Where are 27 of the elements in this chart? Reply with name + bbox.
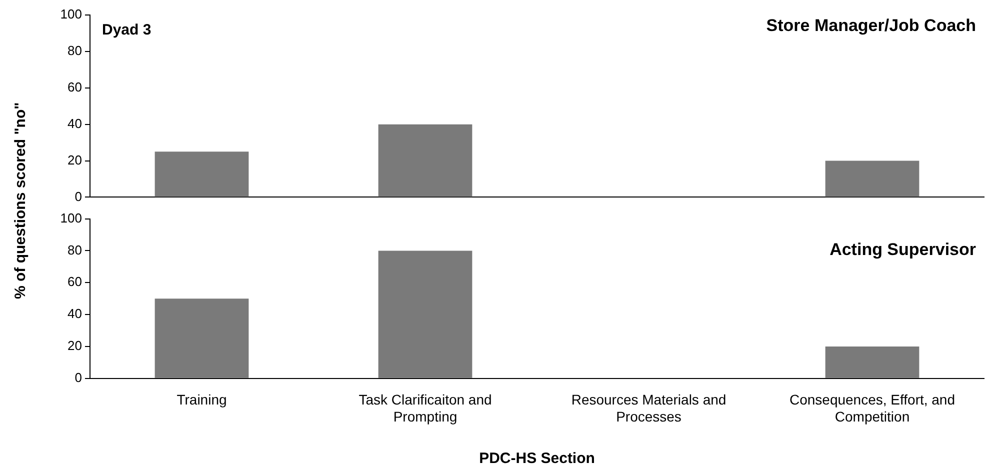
y-axis-title: % of questions scored "no" xyxy=(12,102,29,298)
text: Acting Supervisor xyxy=(830,240,976,259)
y-tick-label: 0 xyxy=(74,370,82,385)
x-axis-title: PDC-HS Section xyxy=(479,450,595,468)
x-tick-label: Resources Materials and Processes xyxy=(571,392,726,424)
bar xyxy=(378,124,472,197)
x-tick-label: Consequences, Effort, and Competition xyxy=(789,392,956,424)
y-tick-label: 20 xyxy=(68,338,82,354)
y-tick-label: 100 xyxy=(60,6,82,22)
bar xyxy=(378,250,472,378)
annotation: Dyad 3 xyxy=(102,22,152,39)
bar xyxy=(825,346,920,378)
y-tick-label: 0 xyxy=(74,188,82,204)
y-tick-label: 60 xyxy=(68,79,82,94)
bar xyxy=(154,152,249,197)
y-tick-label: 100 xyxy=(60,210,82,226)
bar xyxy=(825,160,920,197)
y-tick-label: 80 xyxy=(68,242,82,258)
y-tick-label: 40 xyxy=(68,306,82,322)
x-tick-label: Training xyxy=(176,392,227,408)
x-tick-label: Task Clarificaiton and Prompting xyxy=(358,392,492,424)
y-tick-label: 20 xyxy=(68,152,82,168)
bar xyxy=(154,298,249,378)
chart-title: Store Manager/Job Coach xyxy=(766,16,976,36)
y-tick-label: 40 xyxy=(68,116,82,131)
y-tick-label: 80 xyxy=(68,43,82,58)
y-tick-label: 60 xyxy=(68,274,82,290)
